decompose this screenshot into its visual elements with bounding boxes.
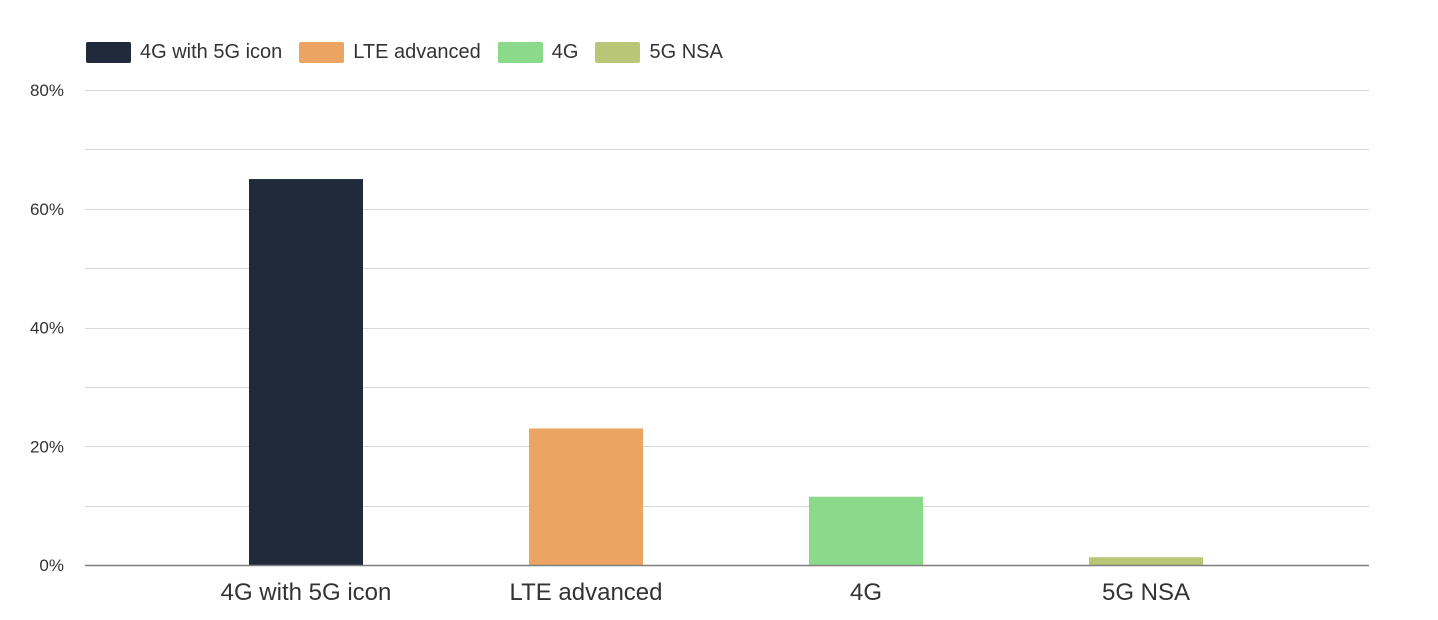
legend-item-lte-advanced[interactable]: LTE advanced <box>299 41 481 64</box>
legend-label: LTE advanced <box>353 41 481 63</box>
bar-4g <box>809 496 923 565</box>
legend-swatch <box>299 42 345 63</box>
x-tick-label: 4G with 5G icon <box>221 579 392 606</box>
x-tick-label: 5G NSA <box>1102 579 1190 606</box>
legend-swatch <box>86 42 131 63</box>
y-tick-label: 80% <box>30 81 64 100</box>
legend-label: 5G NSA <box>649 41 723 63</box>
legend-item-5g-nsa[interactable]: 5G NSA <box>595 41 723 64</box>
legend-label: 4G with 5G icon <box>140 41 283 63</box>
legend: 4G with 5G icon LTE advanced 4G 5G NSA <box>86 41 740 64</box>
legend-swatch <box>497 42 543 63</box>
bar-4g-with-5g-icon <box>249 179 363 565</box>
y-tick-label: 40% <box>30 319 64 338</box>
x-tick-label: 4G <box>850 579 882 606</box>
bar-5g-nsa <box>1089 557 1203 565</box>
legend-item-4g[interactable]: 4G <box>497 41 579 64</box>
y-tick-label: 60% <box>30 200 64 219</box>
legend-swatch <box>595 42 641 63</box>
legend-item-4g-with-5g-icon[interactable]: 4G with 5G icon <box>86 41 282 64</box>
y-tick-label: 20% <box>30 437 64 456</box>
legend-label: 4G <box>551 41 579 63</box>
bar-lte-advanced <box>529 428 643 565</box>
y-tick-label: 0% <box>39 556 64 575</box>
x-tick-label: LTE advanced <box>510 579 663 606</box>
